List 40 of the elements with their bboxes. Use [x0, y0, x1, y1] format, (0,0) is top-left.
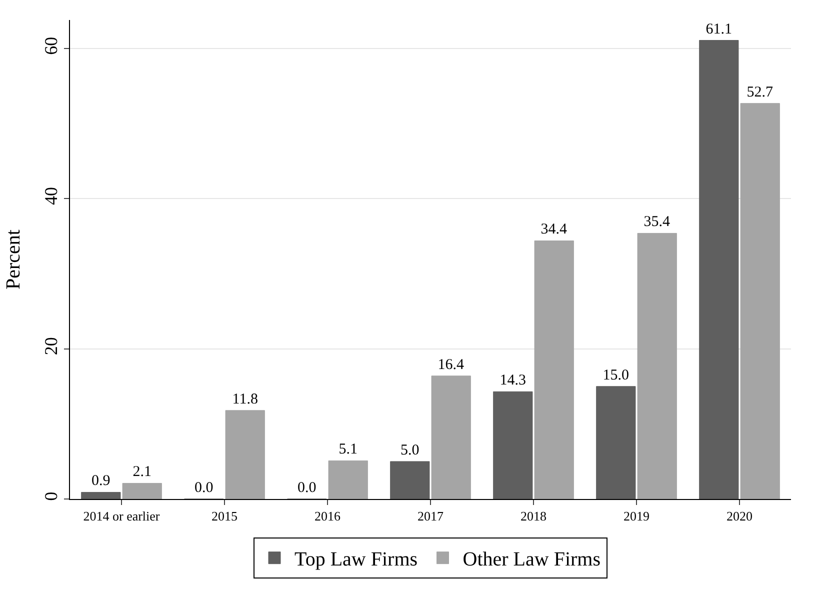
- bar: [740, 103, 780, 499]
- bar: [534, 240, 574, 499]
- text: 15.0: [602, 367, 630, 384]
- text: 0.9: [92, 473, 110, 490]
- legend-label: Top Law Firms: [294, 548, 418, 571]
- y-tick-label: 0: [40, 492, 61, 501]
- text: 11.8: [232, 391, 258, 408]
- bar: [596, 386, 636, 499]
- text: 5.0: [400, 442, 420, 458]
- x-tick-label: 2016: [314, 508, 341, 524]
- y-axis-title: Percent: [2, 229, 24, 290]
- bar: [431, 376, 471, 499]
- bar: [699, 40, 739, 499]
- bar: [390, 461, 430, 499]
- x-tick-label: 2014 or earlier: [83, 508, 160, 524]
- text: 2.1: [132, 464, 152, 480]
- text: 0.0: [194, 480, 214, 496]
- y-tick-label: 60: [40, 36, 61, 55]
- bar: [122, 482, 162, 499]
- bar: [493, 391, 533, 499]
- y-tick-label: 40: [40, 186, 61, 205]
- text: 61.1: [706, 21, 732, 38]
- text: 14.3: [500, 372, 526, 389]
- x-tick-label: 2018: [520, 508, 546, 524]
- bar: [637, 232, 677, 499]
- x-tick-label: 2019: [624, 508, 650, 524]
- legend-label: Other Law Firms: [462, 548, 601, 571]
- text: 16.4: [438, 356, 464, 373]
- bar: [81, 492, 121, 499]
- text: 0.0: [298, 480, 316, 496]
- bar: [225, 410, 265, 499]
- text: 35.4: [644, 214, 670, 230]
- y-tick-label: 20: [40, 337, 61, 356]
- text: 34.4: [540, 222, 567, 238]
- text: 5.1: [338, 442, 358, 458]
- text: 52.7: [746, 84, 773, 100]
- x-tick-label: 2017: [418, 508, 444, 524]
- bar: [328, 460, 368, 499]
- x-tick-label: 2020: [726, 508, 752, 524]
- x-tick-label: 2015: [212, 508, 238, 524]
